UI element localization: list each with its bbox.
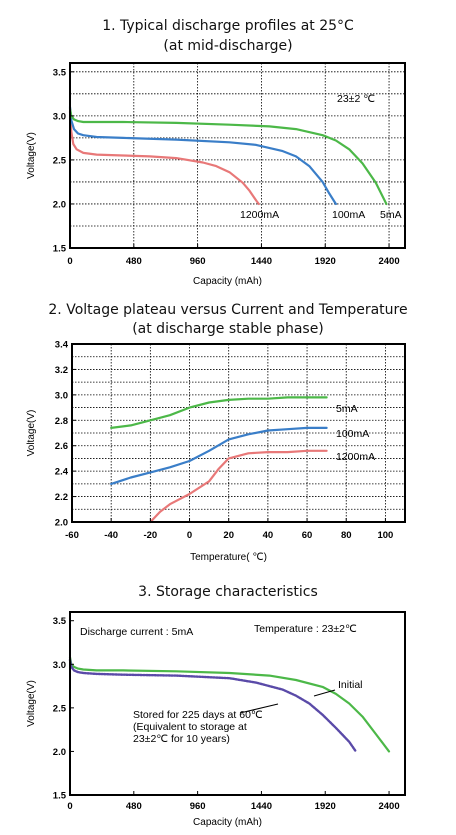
y-tick-label: 2.0: [53, 199, 66, 210]
x-tick-label: 480: [126, 801, 142, 812]
chart-title-3: 3. Storage characteristics: [138, 584, 318, 600]
series-label: 1200mA: [240, 209, 279, 221]
x-tick-label: 2400: [378, 801, 399, 812]
x-axis-label: Temperature( ℃): [190, 552, 267, 563]
y-tick-label: 3.5: [53, 67, 67, 78]
x-tick-label: 100: [377, 530, 393, 541]
y-tick-label: 2.0: [53, 747, 66, 758]
y-axis-label: Voltage(V): [26, 410, 37, 457]
x-tick-label: -20: [143, 530, 157, 541]
y-tick-label: 2.8: [55, 416, 68, 427]
series-label: Initial: [338, 679, 363, 691]
x-tick-label: -40: [104, 530, 118, 541]
x-tick-label: 40: [263, 530, 274, 541]
y-tick-label: 1.5: [53, 244, 67, 255]
x-tick-label: 20: [223, 530, 234, 541]
chart-title-1: 1. Typical discharge profiles at 25°C: [102, 18, 354, 34]
series-line-1200ma: [149, 449, 328, 524]
x-tick-label: 0: [67, 801, 72, 812]
y-tick-label: 2.5: [53, 703, 67, 714]
chart-annotation: 23±2 ℃: [337, 93, 375, 105]
x-tick-label: 1920: [315, 801, 336, 812]
y-tick-label: 3.4: [55, 340, 69, 351]
series-label: (Equivalent to storage at: [133, 721, 247, 733]
y-tick-label: 2.5: [53, 155, 67, 166]
series-line-stored-for-225-days-at-60-: [68, 658, 357, 753]
chart-annotation: Temperature : 23±2℃: [254, 623, 357, 635]
x-tick-label: -60: [65, 530, 79, 541]
x-tick-label: 2400: [378, 256, 399, 267]
y-tick-label: 2.2: [55, 492, 68, 503]
plot-frame: [71, 343, 406, 523]
series-line-1200ma: [68, 110, 260, 206]
chart-annotation: Discharge current : 5mA: [80, 626, 193, 638]
x-tick-label: 1440: [251, 256, 272, 267]
plot-frame: [69, 611, 406, 796]
y-tick-label: 2.4: [55, 467, 69, 478]
y-tick-label: 3.2: [55, 365, 68, 376]
y-tick-label: 3.0: [55, 390, 68, 401]
series-label: 23±2℃ for 10 years): [133, 733, 230, 745]
x-axis-label: Capacity (mAh): [193, 817, 262, 828]
leader-line-initial: [313, 689, 336, 697]
y-tick-label: 2.0: [55, 518, 68, 529]
x-tick-label: 960: [190, 256, 206, 267]
series-label: 100mA: [332, 209, 365, 221]
series-line-5ma: [68, 107, 388, 206]
series-label: 100mA: [336, 428, 369, 440]
y-tick-label: 3.0: [53, 660, 66, 671]
series-line-5ma: [110, 396, 328, 429]
y-axis-label: Voltage(V): [26, 132, 37, 179]
x-tick-label: 1920: [315, 256, 336, 267]
y-tick-label: 3.0: [53, 111, 66, 122]
y-tick-label: 2.6: [55, 441, 68, 452]
series-label: 5mA: [380, 209, 402, 221]
x-tick-label: 80: [341, 530, 352, 541]
chart-subtitle-2: (at discharge stable phase): [132, 321, 324, 337]
y-tick-label: 3.5: [53, 616, 67, 627]
plot-frame: [69, 62, 406, 249]
x-axis-label: Capacity (mAh): [193, 276, 262, 287]
series-label: 1200mA: [336, 451, 375, 463]
x-tick-label: 60: [302, 530, 313, 541]
series-line-initial: [68, 656, 391, 753]
chart-subtitle-1: (at mid-discharge): [163, 38, 292, 54]
leader-line-stored: [239, 703, 279, 714]
y-tick-label: 1.5: [53, 791, 67, 802]
x-tick-label: 480: [126, 256, 142, 267]
series-label: 5mA: [336, 403, 358, 415]
x-tick-label: 0: [67, 256, 72, 267]
series-label: Stored for 225 days at 60℃: [133, 709, 263, 721]
chart-title-2: 2. Voltage plateau versus Current and Te…: [48, 302, 407, 318]
x-tick-label: 0: [187, 530, 192, 541]
series-line-100ma: [110, 426, 328, 485]
y-axis-label: Voltage(V): [26, 680, 37, 727]
series-line-100ma: [68, 105, 337, 206]
x-tick-label: 960: [190, 801, 206, 812]
x-tick-label: 1440: [251, 801, 272, 812]
